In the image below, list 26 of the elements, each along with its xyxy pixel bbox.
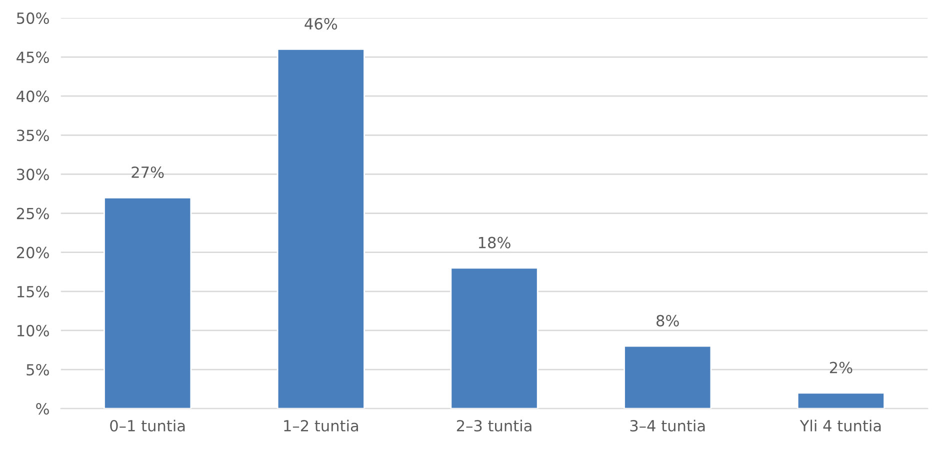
y-tick-label: 40% (16, 90, 49, 102)
data-label: 27% (132, 166, 164, 178)
bar (450, 267, 538, 409)
x-tick-label: Yli 4 tuntia (800, 420, 881, 432)
bar (796, 392, 885, 409)
y-tick-label: 35% (17, 130, 49, 142)
y-tick-label: 50% (17, 12, 49, 24)
y-tick-label: 20% (16, 246, 49, 258)
x-tick-label: 1–2 tuntia (284, 420, 358, 432)
x-tick-label: 2–3 tuntia (456, 420, 532, 432)
bar (276, 48, 365, 409)
bar (104, 196, 192, 409)
y-tick-label: 25% (16, 208, 49, 220)
y-tick-label: 30% (17, 168, 49, 180)
x-tick-label: 3–4 tuntia (630, 420, 705, 432)
data-label: 46% (304, 18, 338, 30)
y-tick-label: 45% (16, 51, 49, 64)
data-label: 2% (830, 362, 852, 374)
y-tick-label: 5% (26, 364, 49, 376)
bar (624, 345, 712, 409)
x-tick-label: 0–1 tuntia (110, 420, 185, 432)
data-label: 18% (478, 236, 510, 248)
data-label: 8% (656, 314, 679, 326)
y-tick-label: 10% (18, 324, 49, 336)
y-tick-label: 15% (18, 286, 49, 298)
y-tick-label: % (36, 403, 49, 415)
